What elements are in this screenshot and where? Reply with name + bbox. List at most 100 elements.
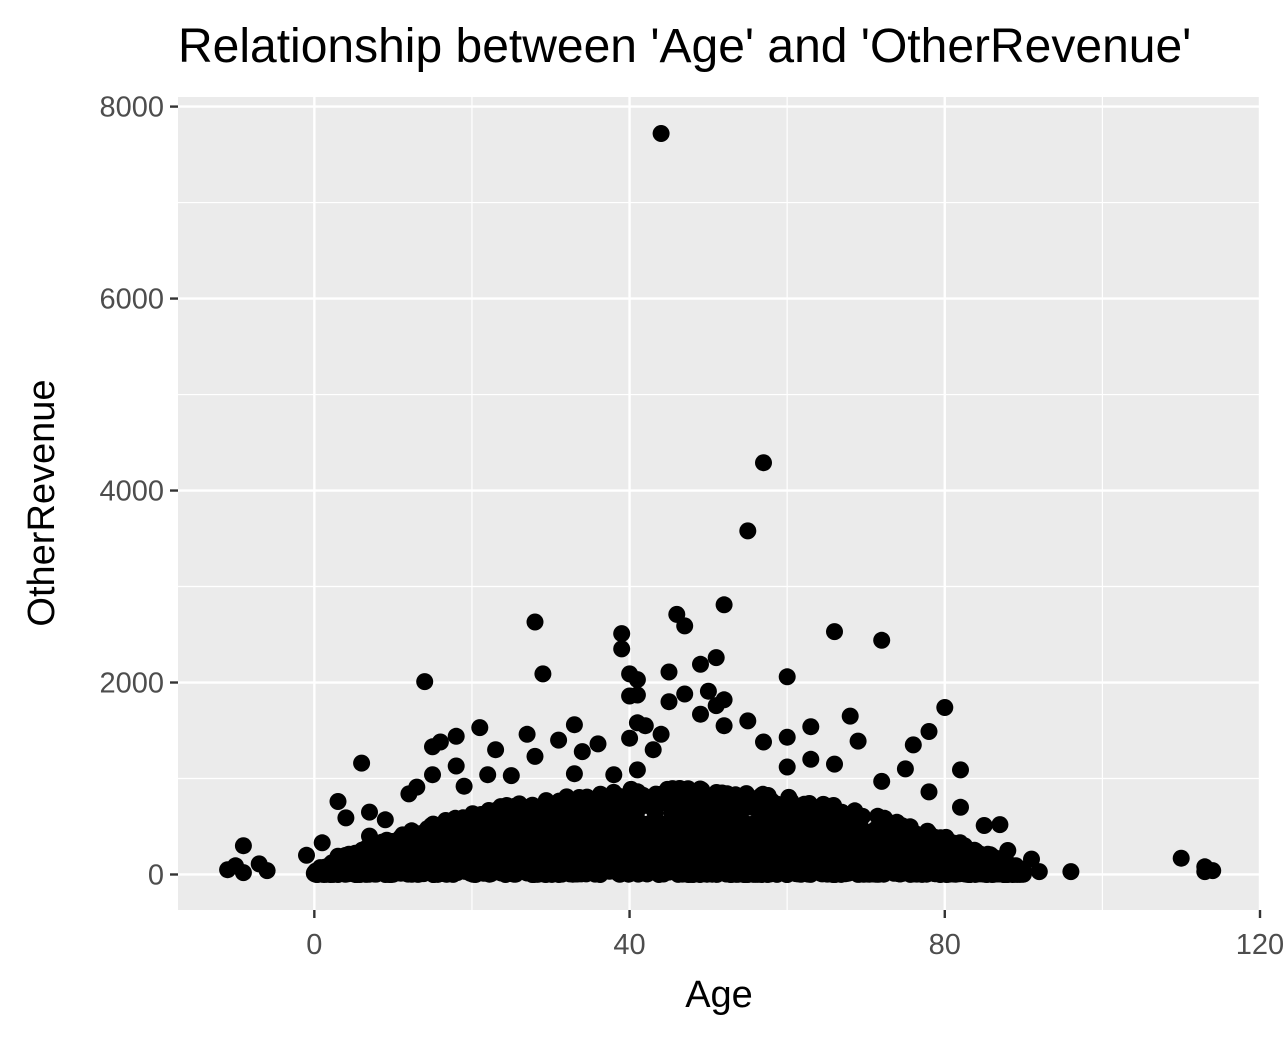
scatter-point	[778, 668, 796, 686]
scatter-point	[814, 822, 832, 840]
scatter-point	[778, 758, 796, 776]
scatter-point	[305, 865, 323, 882]
y-tick-label: 6000	[99, 284, 164, 316]
scatter-point	[802, 750, 820, 768]
scatter-point	[660, 693, 678, 711]
scatter-point	[361, 803, 378, 821]
scatter-point	[886, 861, 904, 879]
scatter-point	[234, 837, 252, 855]
scatter-point	[1172, 849, 1190, 867]
scatter-point	[550, 731, 568, 749]
scatter-point	[400, 785, 418, 803]
scatter-point	[596, 828, 614, 846]
scatter-point	[518, 725, 536, 743]
scatter-point	[644, 741, 662, 759]
scatter-point	[448, 824, 466, 842]
scatter-point	[326, 863, 344, 881]
scatter-point	[614, 809, 632, 827]
scatter-point	[926, 828, 944, 846]
scatter-point	[802, 718, 820, 736]
scatter-point	[927, 860, 945, 878]
scatter-point	[313, 834, 331, 852]
scatter-point	[447, 846, 465, 864]
scatter-point	[1062, 863, 1080, 881]
scatter-point	[219, 861, 237, 879]
scatter-point	[351, 861, 368, 879]
scatter-point	[813, 850, 831, 868]
scatter-point	[613, 854, 631, 872]
scatter-point	[920, 723, 938, 740]
scatter-point	[639, 847, 656, 865]
scatter-point	[798, 823, 816, 841]
x-tick-label: 0	[306, 929, 322, 961]
scatter-point	[826, 623, 843, 641]
scatter-point	[896, 760, 914, 778]
scatter-point	[447, 727, 465, 745]
scatter-point	[406, 835, 424, 853]
scatter-point	[1030, 863, 1048, 881]
scatter-point	[928, 845, 946, 863]
scatter-point	[667, 820, 685, 838]
scatter-point	[874, 835, 892, 853]
scatter-point	[818, 836, 836, 854]
scatter-point	[826, 861, 844, 879]
scatter-point	[691, 780, 709, 798]
scatter-point	[487, 741, 505, 759]
scatter-point	[455, 777, 473, 795]
scatter-point	[676, 617, 694, 635]
scatter-point	[670, 863, 688, 881]
scatter-point	[424, 766, 441, 784]
scatter-point	[731, 864, 749, 882]
scatter-point	[613, 625, 631, 643]
scatter-point	[526, 613, 544, 631]
scatter-point	[952, 798, 969, 816]
x-axis-label: Age	[685, 974, 753, 1016]
scatter-point	[526, 747, 544, 765]
chart-title: Relationship between 'Age' and 'OtherRev…	[178, 20, 1191, 73]
scatter-point	[383, 855, 401, 873]
scatter-point	[561, 865, 579, 883]
scatter-point	[534, 848, 552, 865]
scatter-point	[559, 849, 577, 867]
scatter-point	[950, 865, 968, 883]
scatter-point	[422, 836, 440, 854]
scatter-point	[699, 682, 717, 700]
scatter-point	[234, 864, 252, 882]
x-tick-label: 120	[1236, 929, 1284, 961]
scatter-point	[583, 806, 601, 824]
scatter-point	[739, 522, 757, 540]
scatter-point	[625, 786, 643, 803]
scatter-point	[991, 816, 1009, 834]
y-tick-label: 8000	[99, 92, 164, 124]
scatter-point	[913, 863, 931, 880]
scatter-point	[628, 686, 646, 704]
scatter-point	[519, 837, 537, 854]
scatter-point	[513, 818, 531, 836]
scatter-point	[479, 766, 497, 784]
scatter-point	[380, 839, 398, 857]
scatter-point	[329, 847, 347, 865]
major-grid	[178, 97, 1262, 910]
scatter-point	[337, 809, 355, 827]
scatter-point	[952, 761, 969, 779]
scatter-point	[506, 864, 524, 882]
scatter-point	[1196, 863, 1214, 881]
scatter-point	[693, 800, 710, 818]
scatter-point	[494, 824, 512, 842]
scatter-point	[361, 827, 378, 845]
scatter-point	[572, 791, 590, 809]
scatter-point	[779, 800, 797, 818]
scatter-point	[636, 717, 654, 735]
scatter-point	[782, 846, 799, 864]
scatter-point	[715, 596, 733, 614]
scatter-point	[855, 865, 873, 883]
scatter-point	[370, 854, 388, 872]
scatter-point	[329, 793, 347, 810]
y-tick-label: 2000	[99, 668, 164, 700]
scatter-point	[975, 817, 993, 834]
scatter-point	[1023, 850, 1040, 868]
scatter-point	[660, 663, 678, 681]
scatter-point	[967, 861, 985, 878]
scatter-point	[550, 816, 568, 834]
scatter-point	[652, 125, 670, 142]
